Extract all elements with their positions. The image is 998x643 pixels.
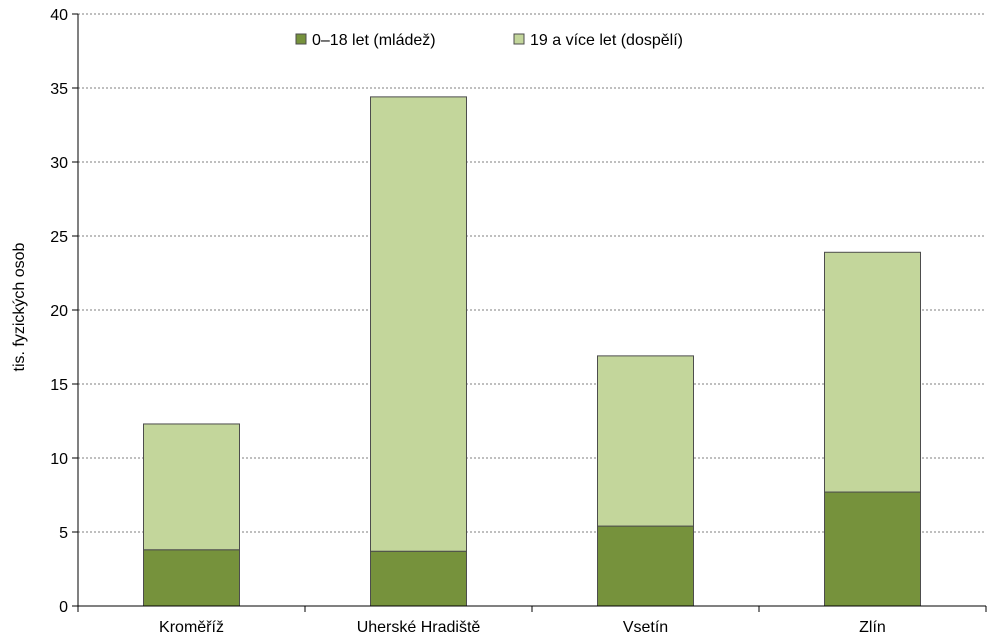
x-tick-label: Uherské Hradiště: [357, 619, 481, 636]
y-tick-labels: 0 5 10 15 20 25 30 35 40: [50, 7, 68, 616]
y-tick-label: 35: [50, 81, 68, 98]
legend-swatch: [513, 33, 525, 45]
legend-swatch: [295, 33, 307, 45]
bars: [143, 96, 921, 607]
bar-segment-adults: [597, 355, 694, 527]
bar-segment-youth: [370, 550, 467, 607]
y-tick-label: 20: [50, 303, 68, 320]
x-tick-label: Vsetín: [623, 619, 668, 636]
y-axis-title: tis. fyzických osob: [11, 242, 28, 371]
legend-label: 19 a více let (dospělí): [530, 32, 683, 49]
bar-segment-adults: [824, 251, 921, 493]
y-tick-label: 15: [50, 377, 68, 394]
y-tick-label: 0: [59, 599, 68, 616]
y-tick-label: 10: [50, 451, 68, 468]
y-tick-label: 25: [50, 229, 68, 246]
bar-segment-youth: [824, 491, 921, 607]
legend-label: 0–18 let (mládež): [312, 32, 436, 49]
y-tick-label: 40: [50, 7, 68, 24]
x-tick-label: Zlín: [859, 619, 886, 636]
y-tick-label: 5: [59, 525, 68, 542]
axes: [72, 13, 987, 612]
legend: 0–18 let (mládež) 19 a více let (dospělí): [295, 32, 683, 49]
x-tick-label: Kroměříž: [159, 619, 224, 636]
bar-segment-youth: [597, 525, 694, 607]
bar-segment-adults: [370, 96, 467, 552]
bar-segment-youth: [143, 549, 240, 607]
bar-segment-adults: [143, 423, 240, 551]
x-tick-labels: Kroměříž Uherské Hradiště Vsetín Zlín: [159, 619, 886, 636]
y-tick-label: 30: [50, 155, 68, 172]
